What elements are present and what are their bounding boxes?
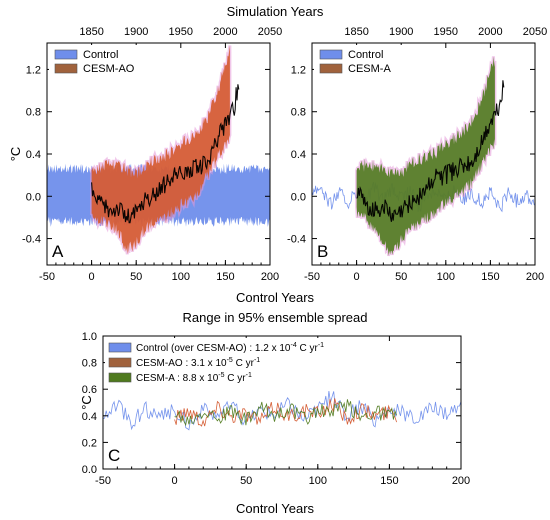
x-tick-label: 50 — [240, 475, 252, 487]
y-axis-label: °C — [79, 395, 94, 410]
y-tick-label: 0.2 — [82, 437, 97, 449]
y-tick-label: 0.0 — [82, 464, 97, 476]
middle-x-axis-title: Control Years — [236, 290, 315, 305]
y-tick-label: 0.8 — [82, 358, 97, 370]
y-tick-label: -0.4 — [22, 234, 41, 246]
cesm-ao-line — [174, 398, 397, 427]
x-tick-label: 0 — [89, 271, 95, 283]
x-tick-label: -50 — [304, 271, 320, 283]
observed-line — [356, 80, 505, 222]
y-tick-label: 0.4 — [291, 149, 306, 161]
top-axis-tick-label: 2000 — [213, 26, 237, 38]
legend-label-control: Control — [83, 49, 118, 61]
y-tick-label: 0.4 — [26, 149, 41, 161]
y-tick-label: 1.0 — [82, 331, 97, 343]
legend-label-cesm-ao: CESM-AO — [83, 63, 135, 75]
observed-line — [91, 84, 240, 224]
x-tick-label: 150 — [216, 271, 234, 283]
x-tick-label: 200 — [452, 475, 470, 487]
bottom-x-axis-title: Control Years — [236, 501, 315, 516]
x-tick-label: 100 — [437, 271, 455, 283]
y-tick-label: -0.4 — [287, 234, 306, 246]
cesm-ao-band — [91, 45, 230, 255]
legend-swatch-control — [319, 49, 343, 60]
legend: Control CESM-A — [314, 45, 422, 77]
top-axis-tick-label: 1950 — [434, 26, 458, 38]
y-tick-label: 0.0 — [26, 191, 41, 203]
legend: Control (over CESM-AO) : 1.2 x 10-4 C yr… — [105, 338, 345, 384]
legend-swatch-control — [54, 49, 78, 60]
y-tick-label: 0.8 — [291, 107, 306, 119]
x-tick-label: 50 — [130, 271, 142, 283]
legend-label-control: Control — [348, 49, 383, 61]
bottom-panel-title: Range in 95% ensemble spread — [182, 310, 367, 325]
top-axis-title: Simulation Years — [227, 4, 324, 19]
panel-b-chart: -50 0 50 100 150 200 1850 1900 1950 2000 2050 -0.4 0… — [287, 26, 547, 283]
x-tick-label: 150 — [481, 271, 499, 283]
top-axis-tick-label: 1850 — [79, 26, 103, 38]
legend-label-1: CESM-AO : 3.1 x 10-5 C yr-1 — [136, 357, 260, 369]
top-axis-tick-label: 1900 — [124, 26, 148, 38]
y-tick-label: 1.2 — [291, 64, 306, 76]
top-axis-tick-label: 2050 — [258, 26, 282, 38]
cesm-a-band — [356, 56, 495, 256]
legend-swatch-1 — [108, 357, 132, 368]
legend-label-2: CESM-A : 8.8 x 10-5 C yr-1 — [136, 372, 252, 384]
y-axis-label: °C — [8, 147, 23, 162]
x-tick-label: -50 — [39, 271, 55, 283]
panel-b-plot-area — [312, 56, 535, 257]
top-axis-tick-label: 1900 — [389, 26, 413, 38]
panel-c-chart: -50 0 50 100 150 200 0.0 0.2 0.4 0.6 0.8 1.0 °C C Cont… — [79, 331, 470, 487]
legend-swatch-cesm-ao — [54, 63, 78, 74]
legend-label-0: Control (over CESM-AO) : 1.2 x 10-4 C yr… — [136, 342, 324, 354]
y-tick-label: 0.4 — [82, 411, 97, 423]
legend: Control CESM-AO — [49, 45, 157, 77]
panel-tag: A — [52, 242, 64, 261]
top-axis-tick-label: 1850 — [344, 26, 368, 38]
control-line — [103, 391, 461, 431]
top-axis-tick-label: 2000 — [478, 26, 502, 38]
x-tick-label: 100 — [309, 475, 327, 487]
panel-tag: C — [108, 446, 120, 465]
x-tick-label: 100 — [172, 271, 190, 283]
x-tick-label: 200 — [526, 271, 544, 283]
panel-a-chart: -50 0 50 100 150 200 1850 1900 1950 2000 2050 -0.4 0… — [8, 26, 282, 283]
x-tick-label: 50 — [395, 271, 407, 283]
y-tick-label: 0.8 — [26, 107, 41, 119]
x-tick-label: -50 — [95, 475, 111, 487]
legend-background — [105, 338, 345, 382]
cesm-a-line — [174, 399, 397, 427]
panel-tag: B — [317, 242, 328, 261]
legend-label-cesm-a: CESM-A — [348, 63, 391, 75]
x-tick-label: 0 — [354, 271, 360, 283]
x-tick-label: 0 — [172, 475, 178, 487]
legend-swatch-2 — [108, 372, 132, 383]
x-tick-label: 150 — [380, 475, 398, 487]
legend-swatch-0 — [108, 342, 132, 353]
y-tick-label: 0.0 — [291, 191, 306, 203]
top-axis-tick-label: 2050 — [523, 26, 547, 38]
y-tick-label: 1.2 — [26, 64, 41, 76]
x-tick-label: 200 — [261, 271, 279, 283]
panel-c-frame — [102, 335, 462, 470]
y-tick-label: 0.6 — [82, 384, 97, 396]
panel-c-plot-area — [103, 391, 461, 431]
legend-swatch-cesm-a — [319, 63, 343, 74]
top-axis-tick-label: 1950 — [169, 26, 193, 38]
panel-a-plot-area — [47, 45, 270, 255]
